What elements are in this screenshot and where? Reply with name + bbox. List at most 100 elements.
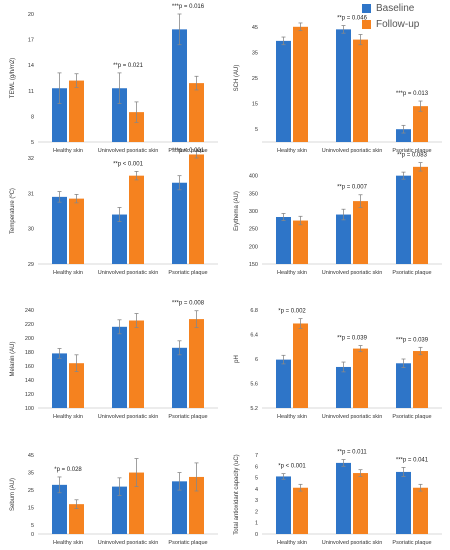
y-axis-label: Sebum (AU) xyxy=(10,478,16,511)
bar-followup xyxy=(189,154,204,264)
p-value-label: ***p = 0.039 xyxy=(396,337,429,343)
y-axis-label: Melanin (AU) xyxy=(10,341,16,376)
category-label: Uninvolved psoriatic skin xyxy=(98,540,159,546)
bar-baseline xyxy=(52,88,67,142)
category-label: Psoriatic plaque xyxy=(392,414,431,420)
bar-baseline xyxy=(396,471,411,534)
y-tick-label: 14 xyxy=(28,63,34,69)
y-tick-label: 140 xyxy=(25,378,34,384)
category-label: Uninvolved psoriatic skin xyxy=(322,270,383,276)
y-tick-label: 0 xyxy=(31,532,34,538)
y-tick-label: 5.6 xyxy=(250,382,258,388)
p-value-label: **p = 0.011 xyxy=(337,450,367,456)
bar-followup xyxy=(413,166,428,264)
y-tick-label: 4 xyxy=(255,487,258,493)
y-tick-label: 29 xyxy=(28,262,34,268)
bar-baseline xyxy=(52,353,67,408)
bar-baseline xyxy=(52,196,67,264)
bar-baseline xyxy=(172,481,187,534)
p-value-label: *p = 0.028 xyxy=(54,467,82,473)
bar-followup xyxy=(413,487,428,534)
y-tick-label: 250 xyxy=(249,227,258,233)
chart-tac: 0 1 2 3 4 5 6 7 Total antioxidant capacity (uC) H… xyxy=(234,450,442,546)
y-tick-label: 6 xyxy=(255,357,258,363)
category-label: Uninvolved psoriatic skin xyxy=(98,270,159,276)
bar-baseline xyxy=(112,214,127,264)
bar-baseline xyxy=(336,29,351,142)
y-tick-label: 17 xyxy=(28,38,34,44)
category-label: Uninvolved psoriatic skin xyxy=(322,540,383,546)
p-value-label: ***p = 0.016 xyxy=(172,4,205,10)
category-label: Uninvolved psoriatic skin xyxy=(322,148,383,154)
y-axis-label: SCH (AU) xyxy=(234,65,240,92)
bar-baseline xyxy=(336,462,351,534)
y-tick-label: 400 xyxy=(249,174,258,180)
y-tick-label: 6.4 xyxy=(250,333,258,339)
category-label: Healthy skin xyxy=(53,148,83,154)
bar-followup xyxy=(353,39,368,142)
y-tick-label: 20 xyxy=(28,12,34,18)
category-label: Healthy skin xyxy=(277,148,307,154)
bar-followup xyxy=(293,323,308,408)
p-value-label: **p = 0.021 xyxy=(113,63,144,69)
chart-tewl: 5 8 11 14 17 20 TEWL (g/h/m2) Healthy skin Uninv… xyxy=(10,4,218,154)
bar-baseline xyxy=(276,476,291,534)
bar-baseline xyxy=(112,326,127,408)
p-value-label: **p = 0.046 xyxy=(337,16,368,22)
bar-baseline xyxy=(396,175,411,264)
p-value-label: **p < 0.001 xyxy=(113,161,144,167)
y-axis-label: Total antioxidant capacity (uC) xyxy=(234,454,240,534)
category-label: Psoriatic plaque xyxy=(168,540,207,546)
y-tick-label: 240 xyxy=(25,308,34,314)
chart-ph: 5.2 5.6 6 6.4 6.8 pH Healthy skin *p = 0.002 Uni… xyxy=(234,308,442,420)
y-tick-label: 25 xyxy=(28,488,34,494)
bar-baseline xyxy=(172,347,187,408)
y-tick-label: 160 xyxy=(25,364,34,370)
chart-sch: 5 15 25 35 45 SCH (AU) Healthy skin Uninvolved … xyxy=(234,16,442,154)
legend-label-baseline: Baseline xyxy=(376,2,415,14)
p-value-label: **p = 0.083 xyxy=(397,153,428,159)
category-label: Psoriatic plaque xyxy=(392,270,431,276)
bar-followup xyxy=(129,320,144,408)
legend-swatch-baseline xyxy=(362,3,371,13)
y-tick-label: 5 xyxy=(255,476,258,482)
y-tick-label: 150 xyxy=(249,262,258,268)
legend-label-followup: Follow-up xyxy=(376,18,420,30)
bar-baseline xyxy=(336,366,351,408)
y-tick-label: 5.2 xyxy=(250,406,258,412)
category-label: Uninvolved psoriatic skin xyxy=(98,148,159,154)
y-tick-label: 15 xyxy=(28,506,34,512)
y-tick-label: 31 xyxy=(28,191,34,197)
p-value-label: ***p = 0.008 xyxy=(172,301,205,307)
p-value-label: ***p = 0.013 xyxy=(396,91,429,97)
bar-baseline xyxy=(172,29,187,142)
y-tick-label: 350 xyxy=(249,191,258,197)
category-label: Healthy skin xyxy=(53,270,83,276)
category-label: Healthy skin xyxy=(277,270,307,276)
bar-followup xyxy=(353,348,368,408)
category-label: Healthy skin xyxy=(277,414,307,420)
bar-followup xyxy=(129,112,144,142)
y-tick-label: 300 xyxy=(249,209,258,215)
legend-entry-followup: Follow-up xyxy=(362,18,419,30)
category-label: Psoriatic plaque xyxy=(392,148,431,154)
chart-melanin: 100 120 140 160 180 200 220 240 Melanin (AU) Heal… xyxy=(10,301,218,420)
bar-followup xyxy=(293,26,308,142)
y-tick-label: 8 xyxy=(31,114,34,120)
legend-swatch-followup xyxy=(362,19,371,29)
category-label: Healthy skin xyxy=(53,414,83,420)
bar-baseline xyxy=(112,88,127,142)
bar-followup xyxy=(293,487,308,534)
bar-followup xyxy=(353,201,368,264)
y-tick-label: 6.8 xyxy=(250,308,258,314)
bar-followup xyxy=(413,351,428,408)
y-tick-label: 180 xyxy=(25,350,34,356)
p-value-label: *p < 0.001 xyxy=(278,464,306,470)
bar-baseline xyxy=(276,217,291,264)
bar-baseline xyxy=(396,363,411,408)
y-tick-label: 5 xyxy=(31,140,34,146)
bar-followup xyxy=(413,106,428,142)
y-tick-label: 120 xyxy=(25,392,34,398)
y-tick-label: 1 xyxy=(255,521,258,527)
